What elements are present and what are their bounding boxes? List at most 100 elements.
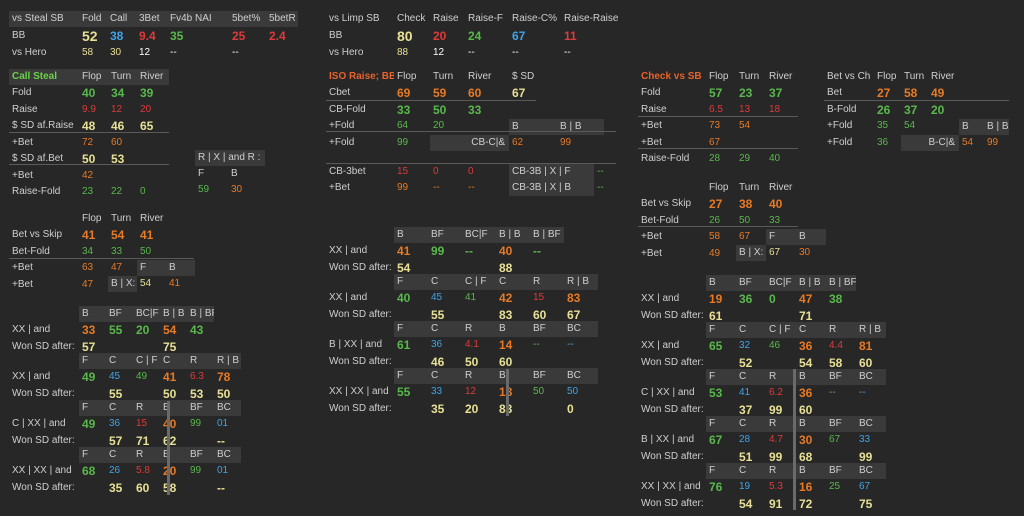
stat-cell: 61	[709, 309, 723, 323]
stat-cell: 59	[433, 86, 447, 100]
stat-cell: 99	[560, 137, 572, 148]
row-label: Won SD after:	[641, 498, 704, 509]
column-header: BF	[530, 368, 564, 384]
column-header: B	[962, 121, 969, 132]
row-label: C | XX | and	[12, 418, 66, 429]
stat-cell: 34	[111, 86, 125, 100]
stat-cell: 55	[109, 323, 123, 337]
stat-cell: 78	[217, 370, 231, 384]
column-header: B	[706, 275, 736, 291]
divider	[326, 100, 536, 101]
section-title: Call Steal	[12, 71, 58, 82]
column-header: Turn	[111, 213, 132, 224]
row-label: B | X:	[736, 245, 766, 261]
column-header: F	[137, 260, 166, 276]
column-header: C	[428, 274, 462, 290]
column-header: F	[79, 353, 106, 369]
row-label: $ SD af.Raise	[12, 120, 74, 131]
stat-cell: 22	[111, 186, 123, 197]
row-label: Raise-Fold	[641, 153, 690, 164]
column-header: B	[166, 260, 195, 276]
row-label: B-Fold	[827, 103, 857, 115]
stat-cell: 6.2	[769, 387, 783, 398]
stat-cell: BB	[12, 30, 26, 41]
divider-vertical	[506, 369, 509, 416]
row-label: Cbet	[329, 87, 351, 98]
column-header: R	[133, 400, 160, 416]
divider	[638, 226, 798, 227]
column-header: BF	[826, 463, 856, 479]
stat-cell: 11	[564, 29, 577, 43]
column-header: Turn	[111, 71, 132, 82]
column-header: BF	[428, 227, 462, 243]
stat-cell: 33	[111, 245, 123, 257]
stat-cell: 48	[82, 119, 96, 133]
stat-cell: 41	[397, 244, 411, 258]
stat-cell: 55	[109, 387, 123, 401]
stat-cell: 49	[82, 417, 96, 431]
stat-cell: 58	[82, 47, 94, 58]
stat-cell: 40	[160, 416, 187, 432]
stat-cell: 83	[496, 401, 530, 417]
stat-cell: 12	[139, 47, 151, 58]
stat-cell: 99	[769, 403, 783, 417]
stat-cell: BB	[329, 30, 343, 41]
stat-cell: 67	[739, 231, 751, 242]
stat-cell: 28	[709, 153, 721, 164]
stat-cell: 47	[111, 262, 123, 273]
row-label: XX | and	[329, 292, 368, 303]
stat-cell	[79, 480, 106, 496]
row-label: +Bet	[641, 231, 662, 242]
column-header: Fv4b NAI	[170, 13, 212, 24]
stat-cell: 12	[111, 103, 123, 115]
column-header	[638, 180, 706, 196]
row-label: B-C|&	[901, 135, 959, 151]
stat-cell: 15	[397, 166, 409, 177]
stat-cell: 65	[140, 119, 154, 133]
stat-cell: 46	[769, 340, 781, 351]
stat-cell	[266, 45, 298, 61]
stat-cell: 0	[567, 402, 574, 416]
stat-cell: --	[433, 182, 440, 193]
column-header: Raise-F	[468, 13, 504, 24]
stat-cell: 36	[109, 418, 121, 429]
stat-cell: 24	[468, 29, 482, 43]
stat-cell: --	[170, 47, 177, 58]
row-label: Raise	[641, 103, 667, 115]
column-header: River	[769, 182, 793, 193]
stat-cell: 32	[739, 340, 751, 351]
row-label: CB-3bet	[329, 166, 366, 177]
column-header: R | B	[214, 353, 241, 369]
stat-cell: 67	[709, 136, 721, 148]
column-header: F	[79, 447, 106, 463]
divider	[638, 116, 798, 117]
stat-cell: 33	[468, 102, 482, 117]
divider	[824, 100, 1009, 101]
row-label: +Bet	[12, 262, 33, 273]
stat-cell: 75	[163, 340, 177, 354]
row-label: Won SD after:	[12, 388, 75, 399]
column-header: Flop	[397, 71, 417, 82]
column-header: R	[826, 322, 856, 338]
stat-cell: 49	[931, 86, 945, 100]
stat-cell: 15	[136, 418, 148, 429]
stat-cell: 15	[533, 292, 545, 303]
stat-cell: 9.9	[82, 103, 96, 115]
row-label: +Fold	[329, 120, 355, 131]
stat-cell: 42	[499, 291, 513, 305]
stat-cell: 38	[739, 197, 753, 211]
stat-cell: 26	[709, 214, 721, 226]
row-label: Bet-Fold	[12, 245, 50, 257]
stat-cell: 12	[433, 47, 445, 58]
stat-cell: 12	[465, 386, 477, 397]
stat-cell: 34	[82, 245, 94, 257]
column-header: B	[79, 306, 106, 322]
row-label: +Fold	[827, 136, 853, 148]
column-header: BC	[214, 447, 241, 463]
stat-cell: 54	[904, 120, 916, 131]
stat-cell: 50	[533, 386, 545, 397]
stat-cell: 43	[190, 323, 204, 337]
stat-cell: 33	[769, 214, 781, 226]
row-label: +Bet	[641, 136, 662, 148]
stat-cell: 36	[431, 339, 443, 350]
